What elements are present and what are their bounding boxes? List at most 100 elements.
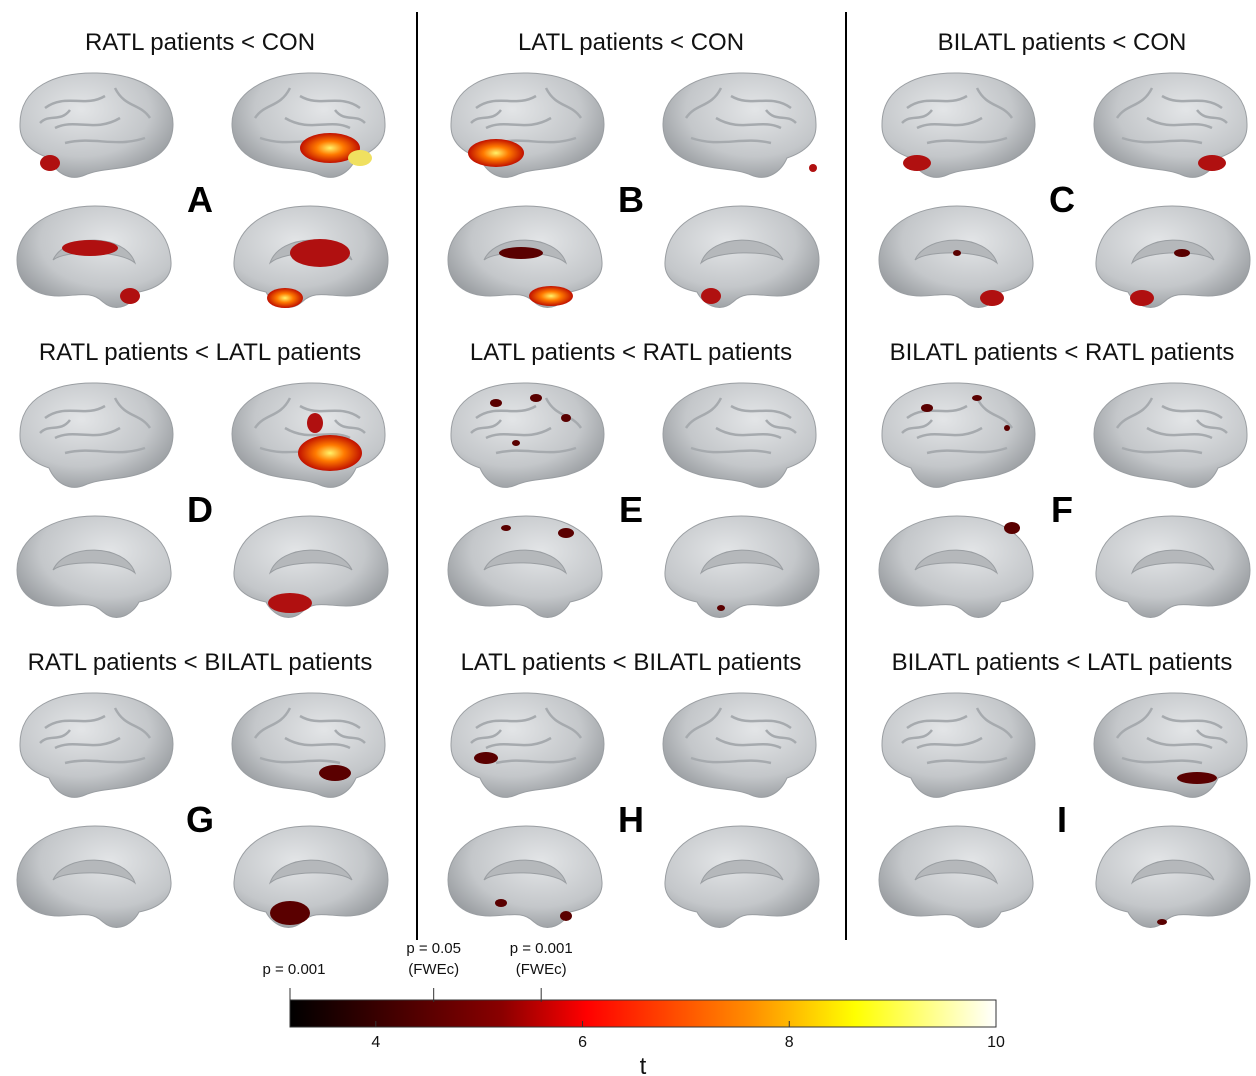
brain xyxy=(882,693,1035,797)
brain xyxy=(879,516,1033,617)
activation xyxy=(809,164,817,172)
brain xyxy=(232,73,385,177)
brain-surface xyxy=(879,206,1033,307)
brain xyxy=(20,73,173,177)
brain xyxy=(234,516,388,617)
activation xyxy=(62,240,118,256)
brain xyxy=(879,826,1033,927)
activation xyxy=(468,139,524,167)
panel-title: RATL patients < LATL patients xyxy=(39,339,361,366)
axis-label: t xyxy=(640,1053,647,1076)
activation xyxy=(499,247,543,259)
brain-surface xyxy=(1096,516,1250,617)
activation xyxy=(495,899,507,907)
brain xyxy=(20,383,173,487)
brain xyxy=(448,826,602,927)
panel-letter: D xyxy=(187,489,213,530)
brain xyxy=(448,206,602,307)
activation xyxy=(270,901,310,925)
brain xyxy=(232,693,385,797)
activation xyxy=(268,593,312,613)
panel-letter: F xyxy=(1051,489,1073,530)
panel-letter: A xyxy=(187,179,213,220)
tick-label: 8 xyxy=(785,1034,794,1051)
brain xyxy=(17,826,171,927)
brain xyxy=(17,516,171,617)
panel-title: BILATL patients < LATL patients xyxy=(892,649,1233,676)
activation xyxy=(1174,249,1190,257)
activation xyxy=(1198,155,1226,171)
panel-title: RATL patients < BILATL patients xyxy=(28,649,373,676)
activation xyxy=(972,395,982,401)
activation xyxy=(120,288,140,304)
brain xyxy=(879,206,1033,307)
marker-label: p = 0.001 xyxy=(510,940,573,957)
brain xyxy=(451,383,604,487)
figure: RATL patients < CONALATL patients < CONB… xyxy=(0,0,1256,1076)
brain xyxy=(451,693,604,797)
brain xyxy=(665,206,819,307)
activation xyxy=(474,752,498,764)
activation xyxy=(953,250,961,256)
brain xyxy=(1096,516,1250,617)
activation xyxy=(701,288,721,304)
marker-label: p = 0.05 xyxy=(406,940,461,957)
activation xyxy=(561,414,571,422)
brain-surface xyxy=(17,516,171,617)
brain-surface xyxy=(17,206,171,307)
brain xyxy=(451,73,604,177)
brain xyxy=(1094,693,1247,797)
brain-surface xyxy=(879,826,1033,927)
marker-label: p = 0.001 xyxy=(263,961,326,978)
panel-letter: I xyxy=(1057,799,1067,840)
brain xyxy=(234,826,388,927)
panel-title: LATL patients < BILATL patients xyxy=(461,649,802,676)
panel-title: BILATL patients < CON xyxy=(938,29,1187,56)
brain xyxy=(232,383,385,487)
panel-letter: B xyxy=(618,179,644,220)
colorbar xyxy=(290,1000,996,1027)
activation xyxy=(307,413,323,433)
brain-surface xyxy=(448,516,602,617)
panel-title: LATL patients < RATL patients xyxy=(470,339,792,366)
brain-surface xyxy=(665,516,819,617)
activation xyxy=(1130,290,1154,306)
panel-title: RATL patients < CON xyxy=(85,29,315,56)
brain-surface xyxy=(1096,826,1250,927)
activation xyxy=(903,155,931,171)
activation xyxy=(490,399,502,407)
panel-letter: E xyxy=(619,489,643,530)
activation xyxy=(290,239,350,267)
tick-label: 4 xyxy=(371,1034,380,1051)
marker-label: (FWEc) xyxy=(516,961,567,978)
brain xyxy=(17,206,171,307)
panel-title: BILATL patients < RATL patients xyxy=(890,339,1235,366)
brain-surface xyxy=(665,826,819,927)
brain xyxy=(1096,826,1250,927)
activation xyxy=(1004,425,1010,431)
activation xyxy=(529,286,573,306)
brain xyxy=(665,516,819,617)
activation xyxy=(319,765,351,781)
activation xyxy=(1157,919,1167,925)
panel-letter: C xyxy=(1049,179,1075,220)
activation xyxy=(512,440,520,446)
activation xyxy=(348,150,372,166)
brain xyxy=(1096,206,1250,307)
activation xyxy=(1004,522,1020,534)
activation xyxy=(558,528,574,538)
marker-label: (FWEc) xyxy=(408,961,459,978)
brain-surface xyxy=(234,826,388,927)
brain xyxy=(665,826,819,927)
brain xyxy=(20,693,173,797)
brain-surface xyxy=(17,826,171,927)
brain-surface xyxy=(665,206,819,307)
brain xyxy=(882,73,1035,177)
brain xyxy=(1094,73,1247,177)
brain xyxy=(663,693,816,797)
brain-surface xyxy=(1096,206,1250,307)
brain-surface xyxy=(448,826,602,927)
brain xyxy=(234,206,388,308)
activation xyxy=(40,155,60,171)
panel-letter: H xyxy=(618,799,644,840)
